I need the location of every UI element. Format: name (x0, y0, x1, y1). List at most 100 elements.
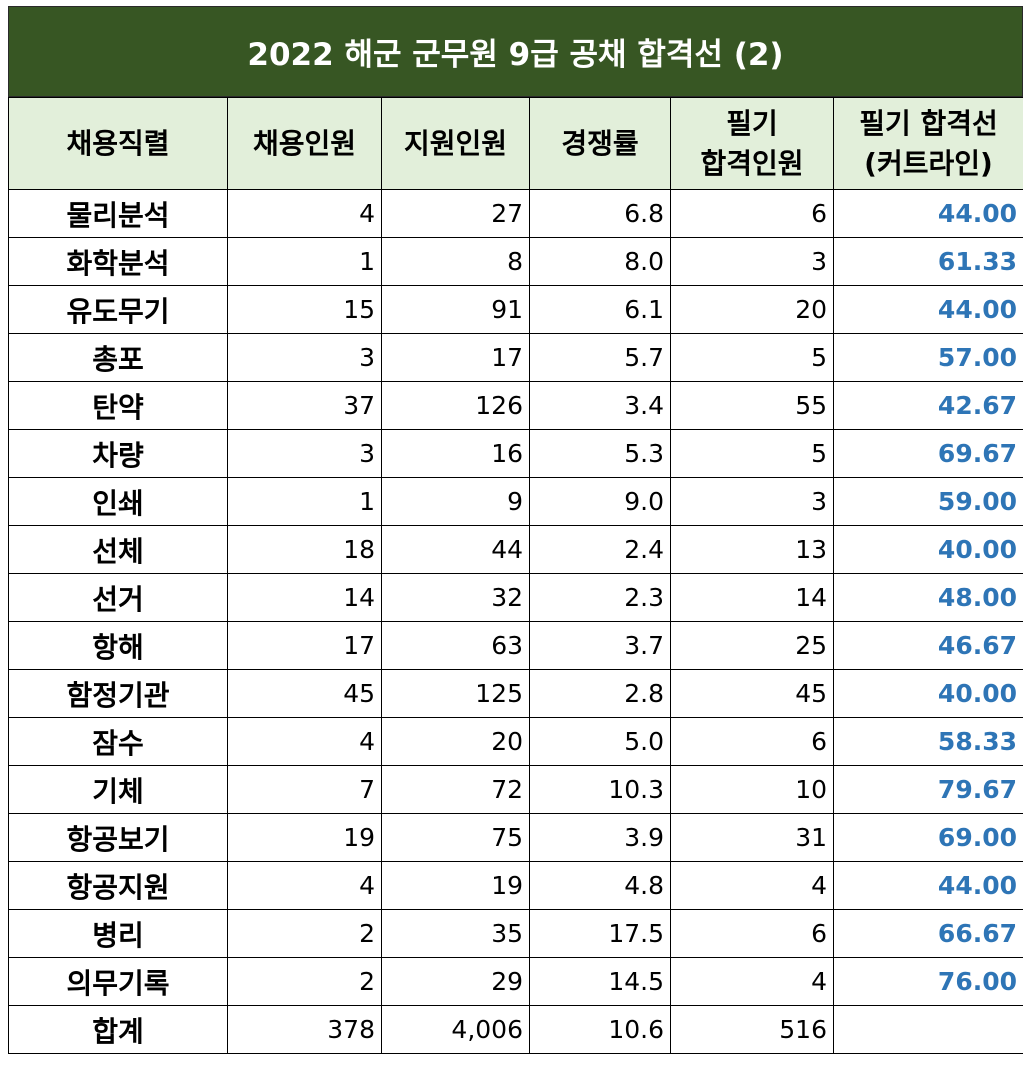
cell-hires: 2 (228, 910, 382, 958)
cell-position: 잠수 (9, 718, 228, 766)
cell-position: 차량 (9, 430, 228, 478)
cell-competition: 10.6 (530, 1006, 671, 1054)
cell-cutline: 61.33 (834, 238, 1023, 286)
cell-cutline: 42.67 (834, 382, 1023, 430)
cell-competition: 4.8 (530, 862, 671, 910)
cell-written-passers: 3 (671, 238, 834, 286)
cell-applicants: 20 (382, 718, 530, 766)
cell-written-passers: 4 (671, 958, 834, 1006)
cell-competition: 5.0 (530, 718, 671, 766)
cell-applicants: 91 (382, 286, 530, 334)
cell-cutline: 59.00 (834, 478, 1023, 526)
cell-hires: 18 (228, 526, 382, 574)
header-hires: 채용인원 (228, 98, 382, 190)
cell-position: 항해 (9, 622, 228, 670)
cell-applicants: 27 (382, 190, 530, 238)
cell-hires: 378 (228, 1006, 382, 1054)
cell-applicants: 125 (382, 670, 530, 718)
cell-cutline: 69.67 (834, 430, 1023, 478)
cell-hires: 1 (228, 238, 382, 286)
cell-written-passers: 25 (671, 622, 834, 670)
cell-position: 인쇄 (9, 478, 228, 526)
cell-position: 병리 (9, 910, 228, 958)
cell-written-passers: 6 (671, 718, 834, 766)
cell-applicants: 9 (382, 478, 530, 526)
cell-competition: 9.0 (530, 478, 671, 526)
cell-cutline: 46.67 (834, 622, 1023, 670)
cell-hires: 37 (228, 382, 382, 430)
cell-position: 탄약 (9, 382, 228, 430)
cell-cutline: 76.00 (834, 958, 1023, 1006)
cell-cutline: 40.00 (834, 526, 1023, 574)
cell-written-passers: 55 (671, 382, 834, 430)
cell-applicants: 63 (382, 622, 530, 670)
cell-competition: 2.4 (530, 526, 671, 574)
cell-competition: 10.3 (530, 766, 671, 814)
cell-cutline: 57.00 (834, 334, 1023, 382)
cell-written-passers: 31 (671, 814, 834, 862)
cell-written-passers: 516 (671, 1006, 834, 1054)
cell-competition: 5.7 (530, 334, 671, 382)
cell-applicants: 29 (382, 958, 530, 1006)
cell-written-passers: 45 (671, 670, 834, 718)
cell-position: 화학분석 (9, 238, 228, 286)
cell-competition: 17.5 (530, 910, 671, 958)
header-position: 채용직렬 (9, 98, 228, 190)
cell-competition: 8.0 (530, 238, 671, 286)
cell-applicants: 75 (382, 814, 530, 862)
cell-applicants: 4,006 (382, 1006, 530, 1054)
cell-hires: 1 (228, 478, 382, 526)
cell-position: 함정기관 (9, 670, 228, 718)
cell-cutline: 58.33 (834, 718, 1023, 766)
cell-written-passers: 5 (671, 430, 834, 478)
cell-hires: 7 (228, 766, 382, 814)
cell-applicants: 19 (382, 862, 530, 910)
cell-position: 유도무기 (9, 286, 228, 334)
cell-applicants: 126 (382, 382, 530, 430)
cell-hires: 15 (228, 286, 382, 334)
cell-applicants: 44 (382, 526, 530, 574)
cell-cutline: 48.00 (834, 574, 1023, 622)
cell-written-passers: 13 (671, 526, 834, 574)
cell-position: 물리분석 (9, 190, 228, 238)
cell-written-passers: 10 (671, 766, 834, 814)
cell-written-passers: 6 (671, 190, 834, 238)
cell-cutline (834, 1006, 1023, 1054)
cell-written-passers: 5 (671, 334, 834, 382)
cell-cutline: 44.00 (834, 862, 1023, 910)
cell-applicants: 16 (382, 430, 530, 478)
cell-competition: 3.9 (530, 814, 671, 862)
cell-position: 의무기록 (9, 958, 228, 1006)
header-applicants: 지원인원 (382, 98, 530, 190)
cell-written-passers: 14 (671, 574, 834, 622)
header-cutline: 필기 합격선(커트라인) (834, 98, 1023, 190)
cell-applicants: 72 (382, 766, 530, 814)
cell-competition: 6.8 (530, 190, 671, 238)
cell-hires: 4 (228, 862, 382, 910)
cell-competition: 6.1 (530, 286, 671, 334)
cell-cutline: 44.00 (834, 190, 1023, 238)
cell-competition: 2.3 (530, 574, 671, 622)
cell-hires: 4 (228, 190, 382, 238)
cell-written-passers: 4 (671, 862, 834, 910)
cell-position: 선거 (9, 574, 228, 622)
cell-position: 합계 (9, 1006, 228, 1054)
